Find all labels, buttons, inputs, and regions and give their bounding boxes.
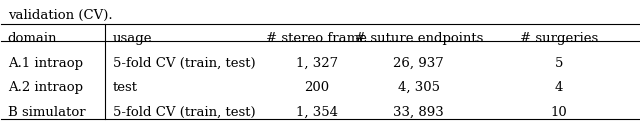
Text: # stereo frame: # stereo frame [266, 32, 367, 45]
Text: 5-fold CV (train, test): 5-fold CV (train, test) [113, 57, 255, 70]
Text: 1, 327: 1, 327 [296, 57, 338, 70]
Text: usage: usage [113, 32, 152, 45]
Text: 1, 354: 1, 354 [296, 106, 338, 119]
Text: domain: domain [8, 32, 57, 45]
Text: 5: 5 [555, 57, 563, 70]
Text: # suture endpoints: # suture endpoints [355, 32, 483, 45]
Text: # surgeries: # surgeries [520, 32, 598, 45]
Text: 5-fold CV (train, test): 5-fold CV (train, test) [113, 106, 255, 119]
Text: 10: 10 [550, 106, 567, 119]
Text: 33, 893: 33, 893 [394, 106, 444, 119]
Text: A.2 intraop: A.2 intraop [8, 81, 83, 94]
Text: 26, 937: 26, 937 [394, 57, 444, 70]
Text: 200: 200 [304, 81, 330, 94]
Text: B simulator: B simulator [8, 106, 85, 119]
Text: 4, 305: 4, 305 [398, 81, 440, 94]
Text: A.1 intraop: A.1 intraop [8, 57, 83, 70]
Text: validation (CV).: validation (CV). [8, 9, 113, 22]
Text: 4: 4 [555, 81, 563, 94]
Text: test: test [113, 81, 138, 94]
